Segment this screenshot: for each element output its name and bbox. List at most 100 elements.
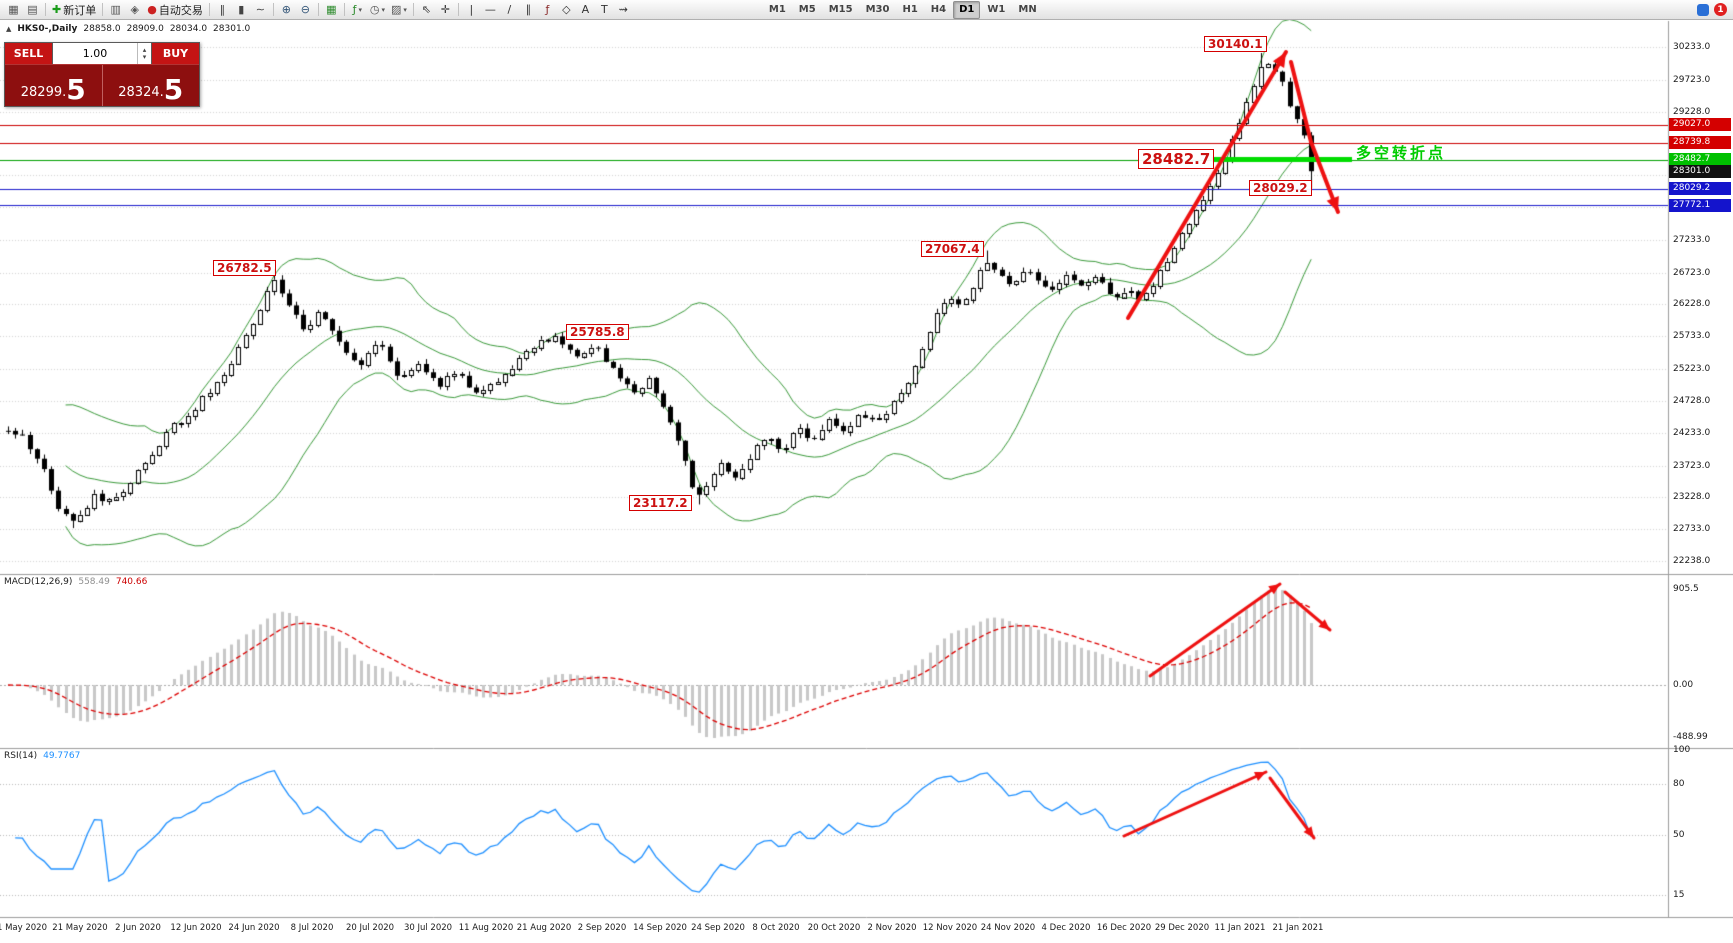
turning-point-note[interactable]: 多空转折点 bbox=[1356, 144, 1447, 162]
rsi-axis-label: 15 bbox=[1673, 889, 1685, 900]
trendline-tool-icon: / bbox=[507, 3, 512, 16]
timeframe-m30[interactable]: M30 bbox=[865, 3, 890, 15]
price-annotation[interactable]: 25785.8 bbox=[566, 324, 629, 340]
price-annotation[interactable]: 23117.2 bbox=[629, 495, 692, 511]
time-axis-label: 21 May 2020 bbox=[52, 923, 108, 933]
price-axis-tag[interactable]: 28482.7 bbox=[1669, 153, 1731, 167]
price-annotation[interactable]: 26782.5 bbox=[213, 260, 276, 276]
one-click-trading-panel: SELL 1.00 ▴ ▾ BUY 28299. 5 28324. 5 bbox=[4, 42, 200, 107]
text-tool-button[interactable]: A bbox=[576, 1, 595, 18]
rsi-name: RSI(14) bbox=[4, 751, 38, 761]
indicators-menu-button[interactable]: ƒ ▾ bbox=[348, 1, 367, 18]
timeframe-m15[interactable]: M15 bbox=[828, 3, 853, 15]
tile-windows-button[interactable]: ▦ bbox=[322, 1, 341, 18]
timeframe-mn[interactable]: MN bbox=[1018, 3, 1037, 15]
vertical-line-tool-button[interactable]: | bbox=[462, 1, 481, 18]
equidistant-channel-tool-icon: ∥ bbox=[525, 3, 532, 16]
shapes-tool-button[interactable]: ◇ bbox=[557, 1, 576, 18]
zoom-in-icon: ⊕ bbox=[281, 3, 291, 16]
rsi-value: 49.7767 bbox=[43, 751, 81, 761]
macd-indicator-label: MACD(12,26,9) 558.49 740.66 bbox=[4, 577, 147, 587]
new-chart-button[interactable]: ▦ bbox=[4, 1, 23, 18]
templates-menu-button[interactable]: ▨ ▾ bbox=[388, 1, 410, 18]
arrows-tool-icon: ⇝ bbox=[618, 3, 628, 16]
toolbar-separator bbox=[102, 3, 104, 16]
price-axis-tag[interactable]: 27772.1 bbox=[1669, 198, 1731, 212]
community-icon[interactable] bbox=[1697, 3, 1709, 16]
spinner-down-icon[interactable]: ▾ bbox=[142, 52, 147, 61]
bar-chart-mode-button[interactable]: ‖ bbox=[213, 1, 232, 18]
autotrade[interactable]: ● 自动交易 bbox=[144, 1, 206, 18]
candlestick-mode-button[interactable]: ▮ bbox=[232, 1, 251, 18]
market-watch-button[interactable]: ▥ bbox=[106, 1, 125, 18]
cursor-tool-button[interactable]: ⇖ bbox=[417, 1, 436, 18]
time-axis-label: 14 Sep 2020 bbox=[633, 923, 687, 933]
fibonacci-tool-button[interactable]: ƒ bbox=[538, 1, 557, 18]
arrows-tool-button[interactable]: ⇝ bbox=[614, 1, 633, 18]
price-axis-tag[interactable]: 29027.0 bbox=[1669, 118, 1731, 132]
price-annotation[interactable]: 27067.4 bbox=[921, 241, 984, 257]
price-axis-tag[interactable]: 28029.2 bbox=[1669, 182, 1731, 196]
price-annotation[interactable]: 28029.2 bbox=[1249, 180, 1312, 196]
bar-chart-mode-icon: ‖ bbox=[219, 3, 226, 16]
macd-axis-label: 905.5 bbox=[1673, 584, 1699, 594]
line-chart-mode-button[interactable]: ∼ bbox=[251, 1, 270, 18]
one-click-expand-icon[interactable]: ▲ bbox=[6, 25, 12, 33]
timeframe-w1[interactable]: W1 bbox=[987, 3, 1006, 15]
timeframe-m1[interactable]: M1 bbox=[768, 3, 786, 15]
market-watch-icon: ▥ bbox=[110, 3, 121, 16]
price-axis-tag[interactable]: 28739.8 bbox=[1669, 136, 1731, 150]
timeframe-m5[interactable]: M5 bbox=[798, 3, 816, 15]
indicators-menu-dropdown-icon: ▾ bbox=[358, 5, 363, 14]
time-axis-label: 11 Jan 2021 bbox=[1214, 923, 1266, 933]
vertical-line-tool-icon: | bbox=[469, 3, 474, 16]
spinner-up-icon[interactable]: ▴ bbox=[142, 45, 147, 54]
new-order-label: 新订单 bbox=[63, 3, 97, 17]
buy-price[interactable]: 28324. 5 bbox=[103, 65, 200, 106]
navigator-button[interactable]: ◈ bbox=[125, 1, 144, 18]
ohlc-close: 28301.0 bbox=[213, 24, 251, 34]
price-axis-label: 26228.0 bbox=[1673, 299, 1711, 310]
zoom-out-button[interactable]: ⊖ bbox=[296, 1, 315, 18]
sell-button[interactable]: SELL bbox=[5, 43, 52, 64]
time-axis-label: 12 Jun 2020 bbox=[170, 923, 222, 933]
crosshair-tool-button[interactable]: ✛ bbox=[436, 1, 455, 18]
candlestick-mode-icon: ▮ bbox=[238, 3, 245, 16]
new-order[interactable]: ✚ 新订单 bbox=[49, 1, 99, 18]
periods-menu-button[interactable]: ◷ ▾ bbox=[367, 1, 388, 18]
toolbar-separator bbox=[272, 3, 274, 16]
shapes-tool-icon: ◇ bbox=[562, 3, 571, 16]
zoom-out-icon: ⊖ bbox=[300, 3, 310, 16]
time-axis-label: 12 Nov 2020 bbox=[922, 923, 978, 933]
price-annotation[interactable]: 30140.1 bbox=[1204, 36, 1267, 52]
price-axis-label: 29723.0 bbox=[1673, 74, 1711, 85]
rsi-axis-label: 50 bbox=[1673, 830, 1685, 840]
price-annotation[interactable]: 28482.7 bbox=[1138, 149, 1215, 169]
price-axis-tag[interactable]: 28301.0 bbox=[1669, 164, 1731, 178]
chart-profiles-button[interactable]: ▤ bbox=[23, 1, 42, 18]
trendline-tool-button[interactable]: / bbox=[500, 1, 519, 18]
lot-spinner[interactable]: ▴ ▾ bbox=[137, 43, 151, 64]
timeframe-h1[interactable]: H1 bbox=[902, 3, 918, 15]
equidistant-channel-tool-button[interactable]: ∥ bbox=[519, 1, 538, 18]
text-tool-icon: A bbox=[581, 3, 590, 16]
sell-price-main: 28299. bbox=[20, 85, 67, 100]
lot-size-field[interactable]: 1.00 ▴ ▾ bbox=[52, 43, 152, 64]
toolbar-separator bbox=[412, 3, 414, 16]
autotrade-label: 自动交易 bbox=[158, 3, 203, 17]
buy-button[interactable]: BUY bbox=[152, 43, 199, 64]
text-label-tool-button[interactable]: T bbox=[595, 1, 614, 18]
crosshair-tool-icon: ✛ bbox=[440, 3, 450, 16]
time-axis-label: 24 Jun 2020 bbox=[228, 923, 280, 933]
notification-badge[interactable]: 1 bbox=[1714, 3, 1727, 16]
time-axis-label: 20 Oct 2020 bbox=[807, 923, 861, 933]
timeframe-d1[interactable]: D1 bbox=[953, 0, 981, 19]
timeframe-h4[interactable]: H4 bbox=[930, 3, 947, 15]
ohlc-open: 28858.0 bbox=[83, 24, 121, 34]
sell-price[interactable]: 28299. 5 bbox=[5, 65, 103, 106]
price-axis-label: 25223.0 bbox=[1673, 364, 1711, 375]
zoom-in-button[interactable]: ⊕ bbox=[277, 1, 296, 18]
horizontal-line-tool-button[interactable]: — bbox=[481, 1, 500, 18]
time-axis-label: 24 Sep 2020 bbox=[691, 923, 745, 933]
